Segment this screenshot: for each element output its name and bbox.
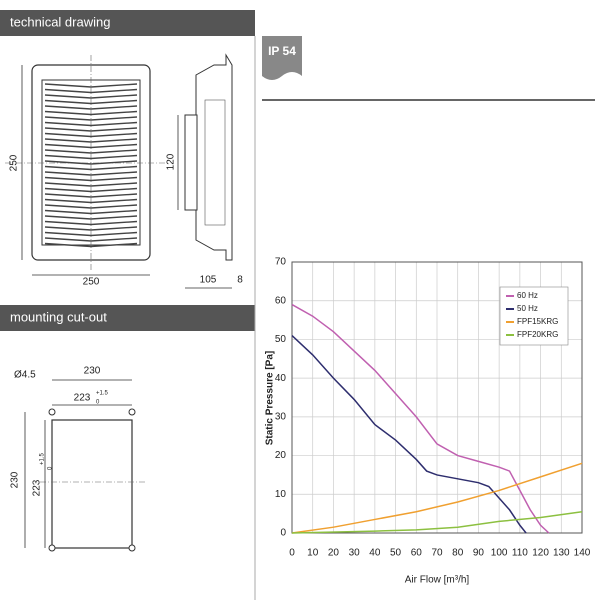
front-view <box>5 55 165 270</box>
x-tick-label: 60 <box>411 548 423 559</box>
x-tick-label: 50 <box>390 548 402 559</box>
louver <box>44 242 138 248</box>
y-tick-label: 30 <box>275 411 287 422</box>
x-tick-label: 40 <box>369 548 381 559</box>
header-bar <box>0 10 255 36</box>
legend-label: FPF20KRG <box>517 330 558 339</box>
plot-frame <box>291 261 583 534</box>
louver <box>44 215 138 220</box>
louver <box>44 160 138 165</box>
louver <box>44 149 138 154</box>
louver <box>44 204 138 209</box>
series-line <box>291 510 583 534</box>
hole <box>48 544 56 552</box>
x-axis-label: Air Flow [m³/h] <box>405 575 470 586</box>
louver <box>44 143 138 149</box>
louver <box>44 220 138 226</box>
tolerance: 0 <box>48 466 54 470</box>
louver <box>44 105 138 110</box>
dimension-label: Ø4.5 <box>14 370 36 381</box>
y-tick-label: 40 <box>275 373 287 384</box>
header-bar <box>0 305 255 331</box>
louver <box>44 138 138 143</box>
louver <box>44 193 138 198</box>
louver <box>44 237 138 242</box>
louver <box>44 182 138 187</box>
louver <box>44 171 138 176</box>
hole <box>128 408 136 416</box>
x-tick-label: 120 <box>532 548 549 559</box>
ip-badge <box>262 36 302 80</box>
dimension-label: 250 <box>9 154 20 171</box>
hole <box>128 544 136 552</box>
x-tick-label: 30 <box>349 548 361 559</box>
y-tick-label: 20 <box>275 450 287 461</box>
louver <box>44 110 138 116</box>
louver <box>44 165 138 171</box>
y-tick-label: 60 <box>275 295 287 306</box>
x-tick-label: 100 <box>491 548 508 559</box>
louver <box>44 83 138 88</box>
series-line <box>291 335 527 534</box>
louver <box>44 176 138 182</box>
series-line <box>291 462 583 534</box>
section-title: mounting cut-out <box>10 309 107 324</box>
side-view <box>184 53 233 261</box>
legend-label: 50 Hz <box>517 304 538 313</box>
dimension-label: 120 <box>166 153 177 170</box>
louver <box>44 127 138 132</box>
x-tick-label: 20 <box>328 548 340 559</box>
louver <box>44 121 138 127</box>
legend-label: 60 Hz <box>517 291 538 300</box>
y-tick-label: 50 <box>275 334 287 345</box>
x-tick-label: 90 <box>473 548 485 559</box>
badge-text: IP 54 <box>268 44 296 58</box>
louver <box>44 99 138 105</box>
dimension-label: 105 <box>200 275 217 286</box>
x-tick-label: 10 <box>307 548 319 559</box>
louver <box>44 132 138 138</box>
section-title: technical drawing <box>10 14 110 29</box>
tolerance: +1.5 <box>96 391 109 397</box>
y-axis-label: Static Pressure [Pa] <box>265 351 276 446</box>
louver <box>44 88 138 94</box>
x-tick-label: 0 <box>289 548 295 559</box>
louver <box>44 209 138 215</box>
x-tick-label: 70 <box>431 548 443 559</box>
dimension-label: 230 <box>10 471 21 488</box>
louver <box>44 198 138 204</box>
dimension-label: 230 <box>84 366 101 377</box>
dimension-label: 8 <box>237 275 243 286</box>
series-line <box>291 303 550 534</box>
x-tick-label: 140 <box>574 548 591 559</box>
x-tick-label: 130 <box>553 548 570 559</box>
tolerance: +1.5 <box>40 452 46 465</box>
cutout-rect <box>51 419 133 549</box>
dimension-label: 223 <box>74 393 91 404</box>
louver <box>44 154 138 160</box>
louver <box>44 187 138 193</box>
louver <box>44 226 138 231</box>
y-tick-label: 10 <box>275 489 287 500</box>
louver <box>44 94 138 99</box>
hole <box>48 408 56 416</box>
y-tick-label: 0 <box>280 528 286 539</box>
x-tick-label: 80 <box>452 548 464 559</box>
y-tick-label: 70 <box>275 257 287 268</box>
dimension-label: 250 <box>83 277 100 288</box>
dimension-label: 223 <box>32 479 43 496</box>
x-tick-label: 110 <box>512 548 528 559</box>
louver <box>44 231 138 237</box>
louver <box>44 116 138 121</box>
tolerance: 0 <box>96 400 100 406</box>
legend-label: FPF15KRG <box>517 317 558 326</box>
